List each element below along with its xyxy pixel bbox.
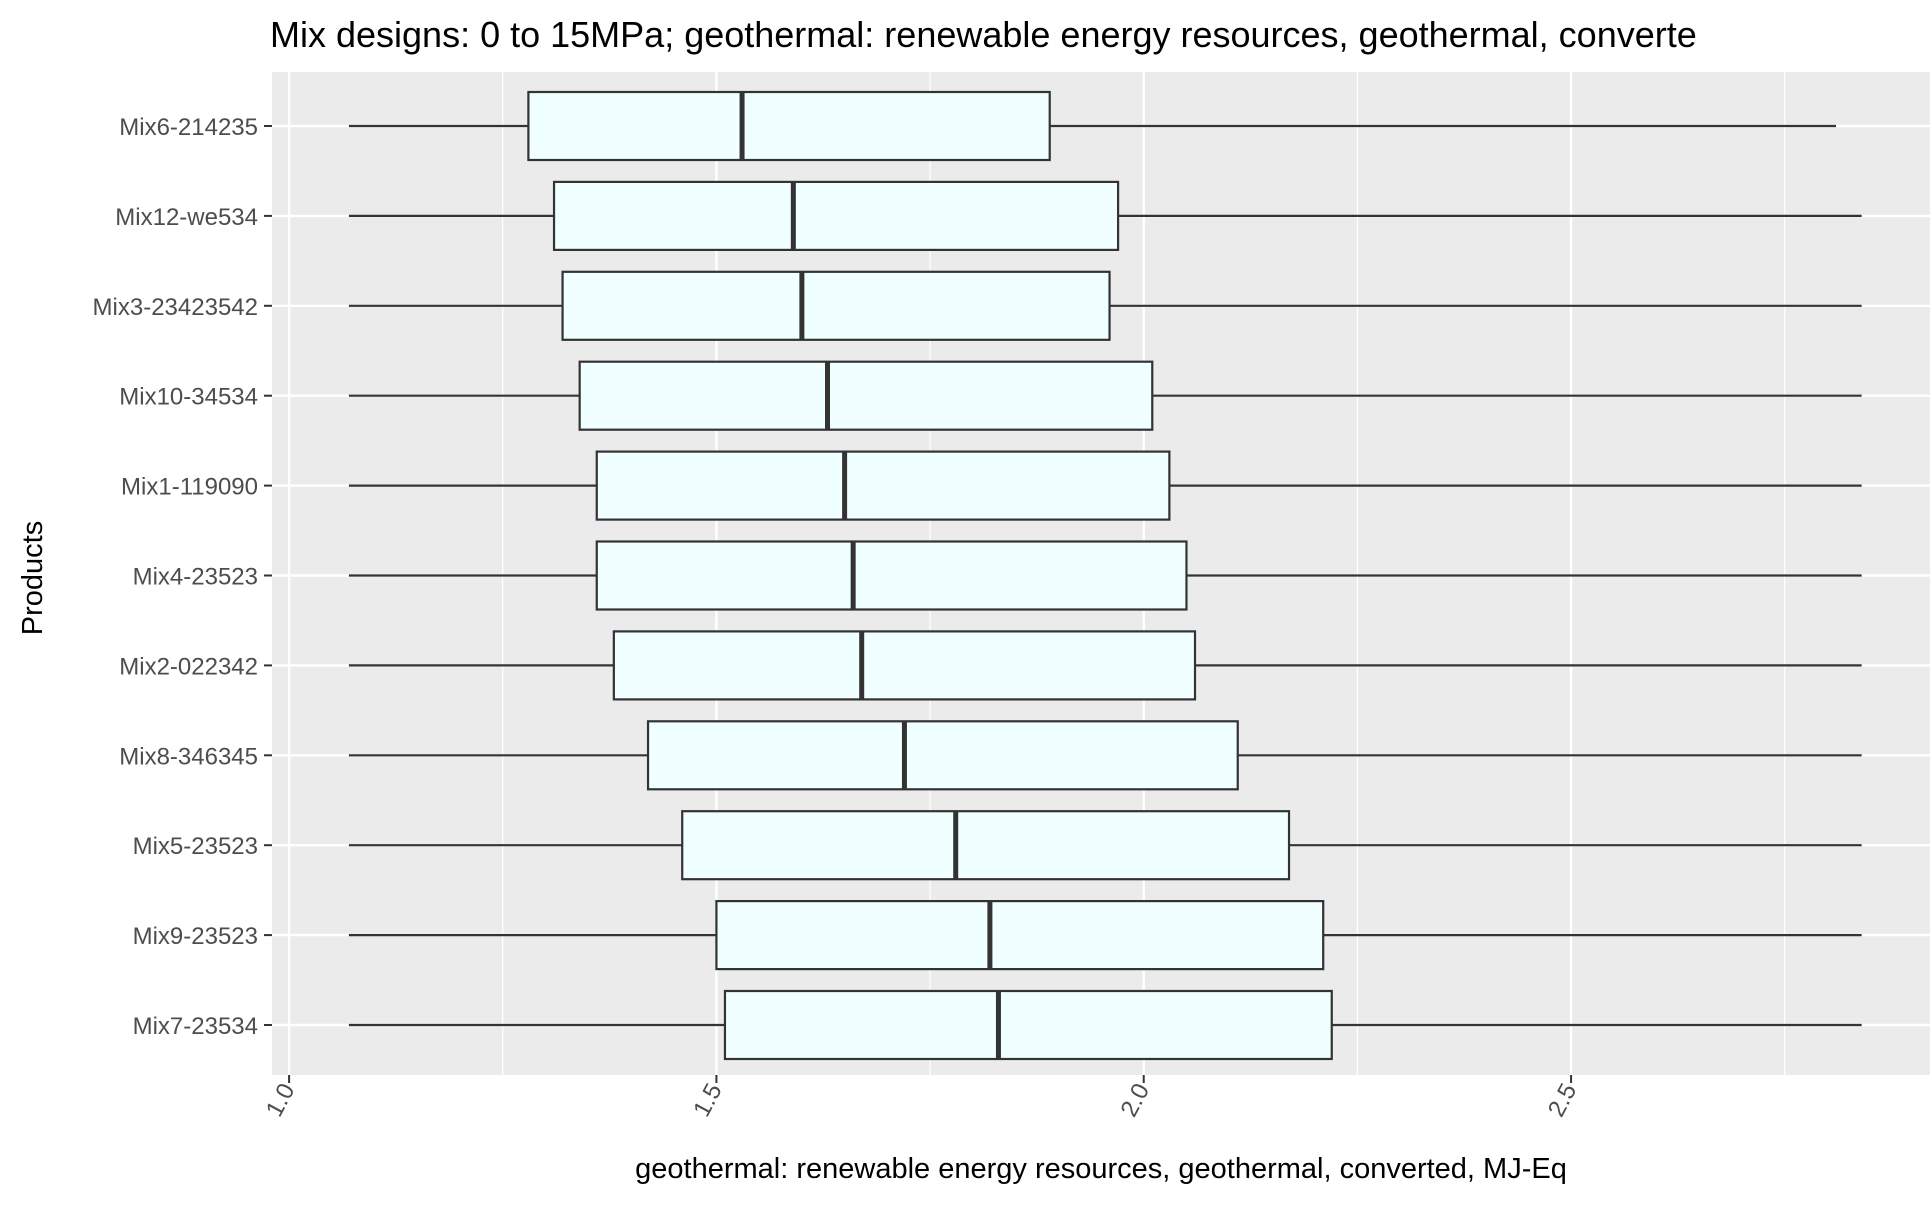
box-iqr <box>595 450 1171 521</box>
box-iqr <box>715 899 1325 971</box>
box-group <box>348 989 1862 1061</box>
chart-title: Mix designs: 0 to 15MPa; geothermal: ren… <box>270 14 1697 55</box>
box-iqr <box>723 989 1333 1061</box>
y-tick-label: Mix12-we534 <box>115 204 258 231</box>
y-tick-label: Mix1-119090 <box>121 474 258 501</box>
boxes-layer <box>348 90 1862 1061</box>
box-group <box>348 360 1862 431</box>
y-tick-label: Mix7-23534 <box>133 1013 258 1040</box>
box-group <box>348 810 1862 881</box>
y-tick-label: Mix5-23523 <box>133 833 258 860</box>
y-axis-title: Products <box>17 521 49 635</box>
box-group <box>348 720 1862 791</box>
x-axis-title: geothermal: renewable energy resources, … <box>635 1153 1567 1185</box>
box-iqr <box>561 270 1111 341</box>
box-iqr <box>646 720 1239 791</box>
box-iqr <box>578 360 1154 431</box>
y-tick-label: Mix9-23523 <box>133 923 258 950</box>
box-group <box>348 180 1862 251</box>
x-tick-label: 1.0 <box>261 1079 301 1121</box>
box-group <box>348 630 1862 701</box>
x-tick-label: 1.5 <box>688 1079 728 1121</box>
x-tick-label: 2.5 <box>1543 1079 1583 1121</box>
box-group <box>348 450 1862 521</box>
y-tick-label: Mix6-214235 <box>119 114 258 141</box>
box-group <box>348 270 1862 341</box>
box-iqr <box>595 540 1188 611</box>
box-group <box>348 90 1836 162</box>
box-group <box>348 899 1862 971</box>
box-group <box>348 540 1862 611</box>
y-tick-label: Mix8-346345 <box>119 743 258 770</box>
y-tick-label: Mix4-23523 <box>133 564 258 591</box>
y-tick-label: Mix10-34534 <box>119 384 258 411</box>
y-tick-label: Mix3-23423542 <box>93 294 258 321</box>
box-iqr <box>527 90 1051 162</box>
box-iqr <box>681 810 1291 881</box>
box-iqr <box>552 180 1120 251</box>
y-tick-label: Mix2-022342 <box>119 653 258 680</box>
x-tick-label: 2.0 <box>1116 1079 1156 1121</box>
box-iqr <box>612 630 1197 701</box>
